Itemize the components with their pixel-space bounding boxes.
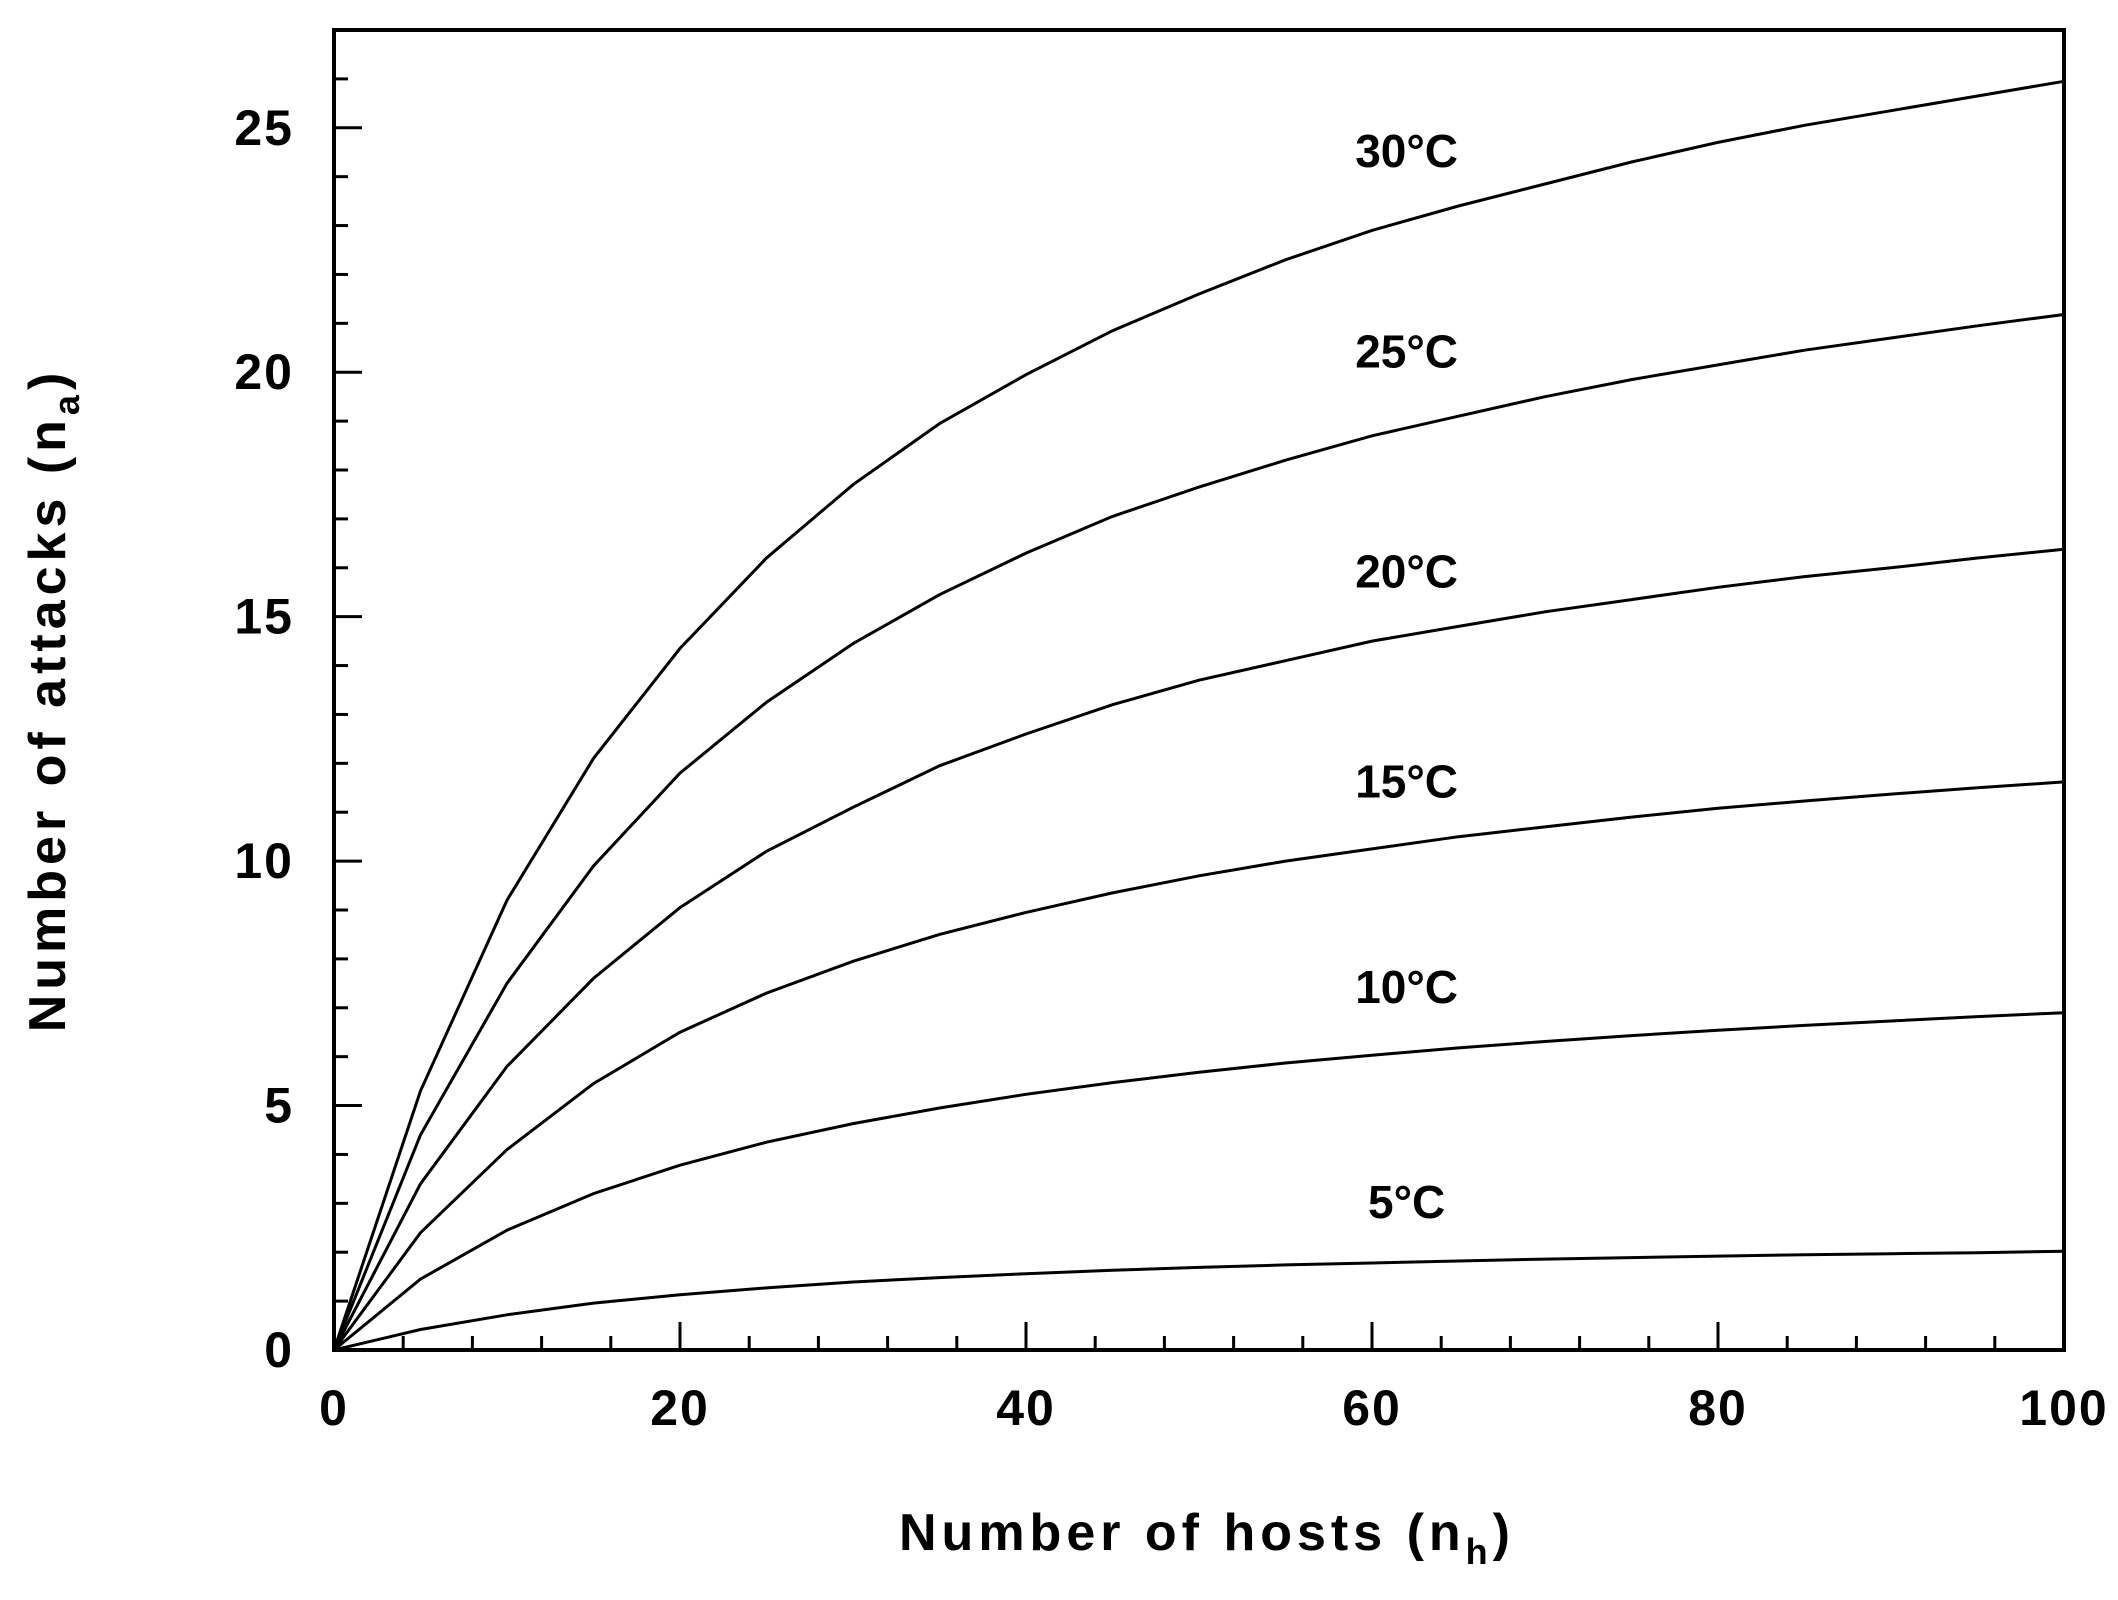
series-label: 30°C [1355,125,1458,177]
series-label: 25°C [1355,325,1458,377]
series-label: 20°C [1355,545,1458,597]
y-tick-label: 20 [234,344,294,400]
series-label: 10°C [1355,961,1458,1013]
series-line [332,780,2065,1351]
x-tick-label: 40 [996,1380,1056,1436]
axis-ticks [332,28,2066,1352]
y-axis-label-subscript: a [46,390,87,415]
y-axis-label: Number of attacks (na) [19,368,87,1033]
series-curves [332,79,2065,1352]
series-labels: 5°C 10°C 15°C 20°C 25°C 30°C [1355,125,1458,1228]
x-axis-label-subscript: h [1466,1531,1493,1572]
x-tick-label: 0 [319,1380,349,1436]
series-line [333,1249,2065,1352]
series-line [332,79,2065,1351]
series-label: 15°C [1355,756,1458,808]
series-line [332,547,2065,1351]
plot-frame [332,28,2066,1352]
y-tick-label: 5 [264,1078,294,1134]
x-axis-label: Number of hosts (nh) [899,1504,1515,1572]
x-tick-label: 20 [650,1380,710,1436]
series-line [332,313,2065,1351]
y-tick-label: 10 [234,833,294,889]
y-tick-label: 25 [234,100,294,156]
series-line [333,1011,2065,1352]
tick-labels: 0 20 40 60 80 100 0 5 10 15 20 25 [234,100,2108,1436]
x-tick-label: 80 [1688,1380,1748,1436]
x-tick-label: 100 [2019,1380,2108,1436]
x-tick-label: 60 [1342,1380,1402,1436]
series-label: 5°C [1368,1176,1445,1228]
y-tick-label: 0 [264,1322,294,1378]
y-tick-label: 15 [234,589,294,645]
